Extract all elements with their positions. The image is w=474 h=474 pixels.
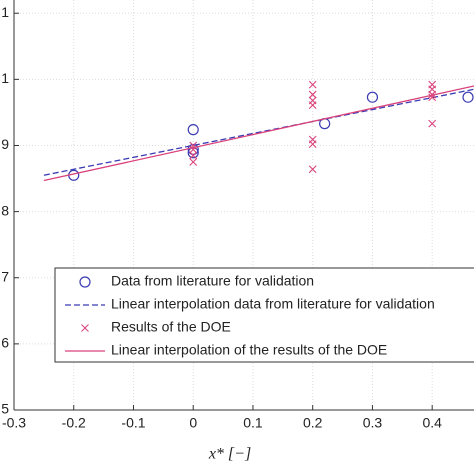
data-point [189, 158, 198, 166]
x-tick-label: -0.1 [121, 415, 145, 431]
y-tick-label: 1.1 [0, 4, 9, 20]
y-tick-label: 0.6 [0, 335, 9, 351]
y-tick-label: 0.7 [0, 268, 9, 284]
data-point [187, 124, 199, 136]
fit-line [43, 85, 474, 182]
legend-label: Linear interpolation data from literatur… [111, 296, 435, 312]
legend-label: Results of the DOE [111, 319, 231, 335]
data-point [308, 80, 317, 89]
data-point [462, 91, 474, 103]
data-point [308, 140, 317, 149]
legend-label: Linear interpolation of the results of t… [111, 342, 387, 358]
x-tick-label: 0.1 [243, 415, 263, 431]
data-point [366, 91, 379, 103]
y-tick-label: 0.8 [0, 202, 9, 218]
x-tick-label: 0.3 [363, 415, 383, 431]
x-tick-label: 0.2 [303, 415, 323, 431]
x-tick-label: 0 [189, 415, 197, 431]
y-tick-label: 1 [1, 70, 9, 86]
y-tick-label: 0.5 [0, 401, 9, 417]
x-tick-label: -0.3 [2, 415, 26, 431]
legend-symbol [79, 276, 91, 288]
data-point [428, 119, 437, 128]
data-point [308, 90, 317, 99]
legend-box [54, 267, 474, 363]
data-point [308, 165, 317, 174]
x-tick-label: -0.2 [62, 415, 86, 431]
data-point [189, 151, 198, 160]
x-tick-label: 0.4 [422, 415, 442, 431]
fit-line [43, 88, 474, 176]
legend-symbol [81, 324, 89, 332]
x-axis-label: x* [−] [208, 446, 251, 463]
data-point [308, 101, 317, 110]
legend-label: Data from literature for validation [111, 273, 314, 289]
y-tick-label: 0.9 [0, 136, 9, 152]
